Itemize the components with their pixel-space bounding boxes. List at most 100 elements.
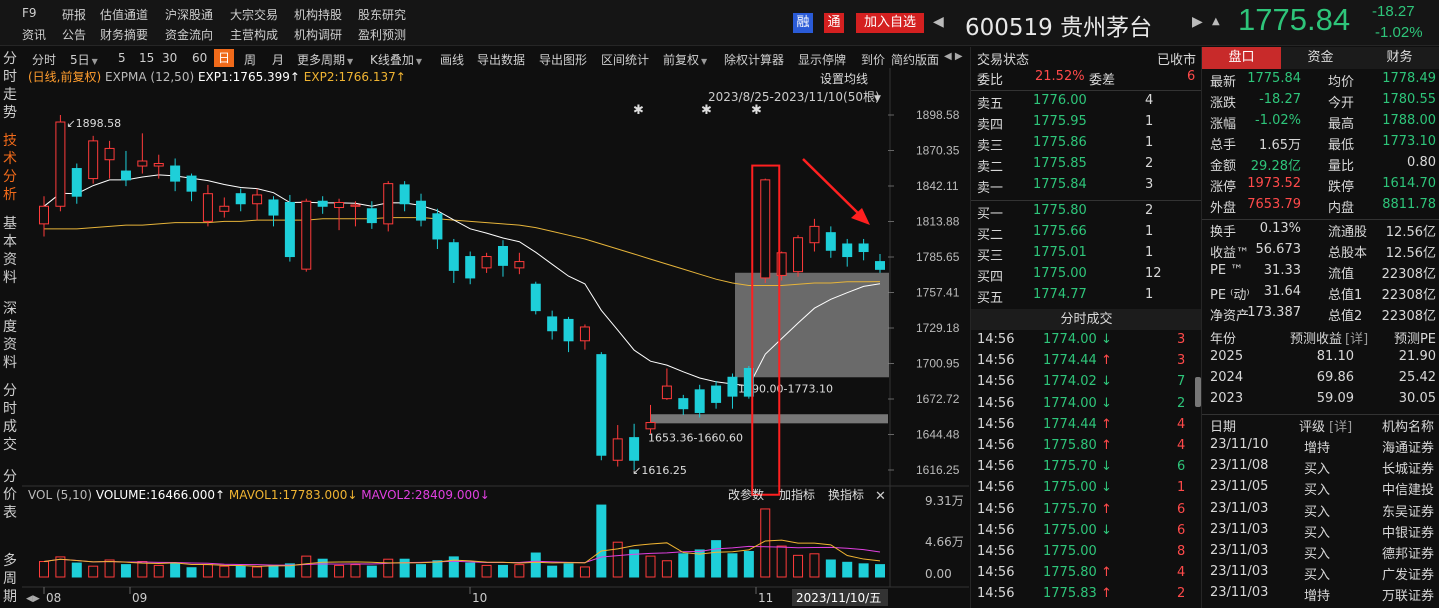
candle[interactable] [809,218,820,252]
candle[interactable] [317,196,328,214]
side-tab[interactable]: 多周期 [0,552,22,608]
quote-tab[interactable]: 盘口 [1202,47,1281,69]
top-nav-link[interactable]: 股东研究 [358,8,407,22]
candle[interactable] [563,316,574,353]
top-nav-link[interactable]: 财务摘要 [100,28,149,42]
scrollbar[interactable] [1195,377,1201,407]
top-nav-link[interactable]: 研报 [62,8,87,22]
rating-row[interactable]: 23/11/03 买入 德邦证券 [1202,543,1439,564]
candle[interactable] [743,365,754,399]
candle[interactable] [104,140,115,179]
toolbar-item[interactable]: K线叠加 ▼ [370,53,423,67]
rating-detail-link[interactable]: [详] [1329,420,1353,435]
quote-tab[interactable]: 财务 [1360,47,1439,69]
kline-chart[interactable]: 1898.58 1870.35 1842.11 1813.88 1785.65 1757.… [22,68,969,608]
toolbar-item[interactable]: 显示停牌 [798,53,847,67]
ask-row[interactable]: 卖三 1775.86 1 [971,135,1202,156]
candle[interactable] [629,423,640,470]
ask-row[interactable]: 卖五 1776.00 4 [971,93,1202,114]
toolbar-item[interactable]: 画线 [440,53,465,67]
bid-row[interactable]: 买三 1775.01 1 [971,245,1202,266]
rating-row[interactable]: 23/11/05 买入 中信建投 [1202,479,1439,500]
rating-row[interactable]: 23/11/03 买入 东吴证券 [1202,501,1439,522]
kline-chart-panel[interactable]: 1898.58 1870.35 1842.11 1813.88 1785.65 1757.… [22,68,969,608]
toolbar-item[interactable]: 除权计算器 [724,53,785,67]
rating-row[interactable]: 23/11/03 增持 万联证券 [1202,585,1439,606]
candle[interactable] [301,198,312,272]
toolbar-item[interactable]: 15 [139,51,155,65]
prev-stock-icon[interactable]: ◀ [933,14,944,30]
candle[interactable] [55,115,66,212]
toolbar-item[interactable]: 前复权 ▼ [663,53,708,67]
forecast-detail-link[interactable]: [详] [1345,332,1369,347]
toolbar-item[interactable]: 更多周期 ▼ [297,53,354,67]
next-stock-icon[interactable]: ▶ [1192,14,1203,30]
candle[interactable] [350,201,361,227]
candle[interactable] [416,193,427,227]
candle[interactable] [727,373,738,409]
x-scroll-icon[interactable]: ◀▶ [26,594,40,604]
support-zone-box-2[interactable] [650,414,888,424]
add-watchlist-button[interactable]: 加入自选 [856,13,924,33]
candle[interactable] [252,188,263,221]
rating-row[interactable]: 23/11/03 买入 广发证券 [1202,564,1439,585]
rating-row[interactable]: 23/11/03 买入 中银证券 [1202,522,1439,543]
candle[interactable] [186,173,197,202]
top-nav-link[interactable]: 公告 [62,28,87,42]
candle[interactable] [596,352,607,461]
toolbar-item[interactable]: 日 [214,49,235,67]
candle[interactable] [842,238,853,267]
side-tab[interactable]: 基本资料 [0,215,22,295]
candle[interactable] [366,201,377,229]
ask-row[interactable]: 卖一 1775.84 3 [971,177,1202,198]
ask-row[interactable]: 卖四 1775.95 1 [971,114,1202,135]
volume-button[interactable]: 加指标 [779,487,815,502]
top-nav-link[interactable]: 资讯 [22,28,47,42]
candle[interactable] [202,184,213,227]
side-tab[interactable]: 分价表 [0,468,22,538]
top-nav-link[interactable]: 大宗交易 [230,8,279,22]
candle[interactable] [661,368,672,400]
top-nav-link[interactable]: 机构持股 [294,8,343,22]
toolbar-item[interactable]: 简约版面 [891,53,940,67]
toolbar-item[interactable]: 分时 [32,53,57,67]
candle[interactable] [334,198,345,231]
candle[interactable] [711,381,722,409]
side-tab[interactable]: 分时成交 [0,382,22,462]
alert-bell-icon[interactable]: ▲ [1212,16,1220,27]
toolbar-item[interactable]: 到价 [861,53,886,67]
toolbar-item[interactable]: 周 [244,53,257,67]
toolbar-item[interactable]: 30 [162,51,178,65]
top-nav-link[interactable]: 沪深股通 [165,8,214,22]
side-tab[interactable]: 深度资料 [0,300,22,378]
candle[interactable] [219,197,230,218]
candle[interactable] [793,235,804,277]
top-nav-link[interactable]: 估值通道 [100,8,149,22]
bid-row[interactable]: 买一 1775.80 2 [971,203,1202,224]
quote-tab[interactable]: 资金 [1281,47,1360,69]
side-tab[interactable]: 分时走势 [0,50,22,128]
top-nav-link[interactable]: 机构调研 [294,28,343,42]
candle[interactable] [875,254,885,273]
toolbar-item[interactable]: 5日 ▼ [70,53,98,67]
candle[interactable] [694,384,705,418]
candle[interactable] [153,154,164,179]
candle[interactable] [645,404,656,434]
candle[interactable] [481,252,492,273]
rating-row[interactable]: 23/11/10 增持 海通证券 [1202,437,1439,458]
toolbar-item[interactable]: 区间统计 [601,53,650,67]
candle[interactable] [678,394,689,415]
rating-row[interactable]: 23/11/08 买入 长城证券 [1202,458,1439,479]
event-marker-icon[interactable]: ✱ [633,103,644,118]
candle[interactable] [88,135,99,184]
candle[interactable] [760,178,771,283]
candle[interactable] [530,281,541,315]
top-nav-link[interactable]: 资金流向 [165,28,214,42]
bid-row[interactable]: 买四 1775.00 12 [971,266,1202,287]
candle[interactable] [858,238,869,261]
candle[interactable] [71,163,82,204]
candle[interactable] [399,181,410,212]
candle[interactable] [39,196,49,237]
candle[interactable] [284,194,295,262]
stock-connect-badge[interactable]: 通 [824,13,844,33]
